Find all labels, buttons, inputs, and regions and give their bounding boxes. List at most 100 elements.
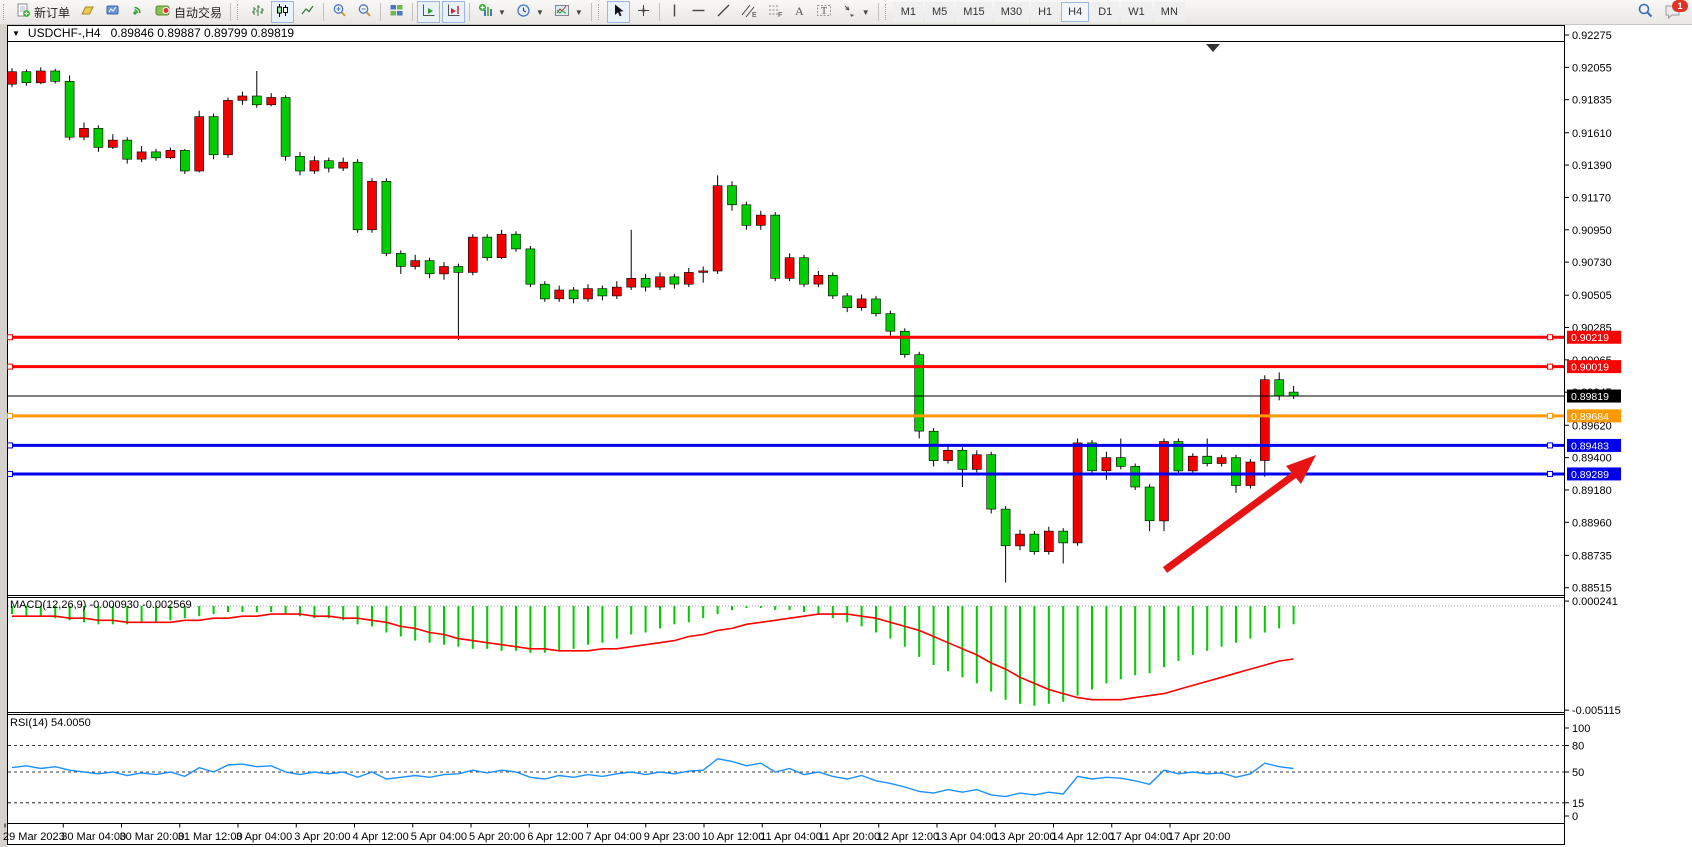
hline-handle[interactable] [7, 470, 13, 477]
timeframe-mn[interactable]: MN [1153, 2, 1185, 22]
toolbar-separator [469, 3, 471, 21]
one-click-trading-arrow[interactable]: ▼ [12, 28, 20, 38]
price-tick-label: 0.90505 [1572, 290, 1612, 302]
time-tick-label: 6 Apr 12:00 [527, 831, 583, 843]
timeframe-w1[interactable]: W1 [1121, 2, 1152, 22]
hline-handle[interactable] [1547, 363, 1553, 370]
candle [295, 156, 305, 172]
new-order-label: 新订单 [34, 5, 71, 20]
candle [741, 204, 752, 226]
macd-label: MACD(12,26,9) -0.000930 -0.002569 [10, 599, 192, 611]
price-badge-label: 0.89289 [1571, 469, 1609, 481]
macd-signal-line[interactable] [12, 613, 1294, 701]
arrows-button[interactable]: ▼ [838, 1, 874, 23]
candle [856, 298, 867, 308]
templates-button[interactable]: ▼ [550, 1, 587, 23]
hline-handle[interactable] [1547, 442, 1553, 449]
timeframe-group: M1 M5 M15 M30 H1 H4 D1 W1 MN [882, 0, 1186, 24]
time-tick-label: 10 Apr 12:00 [702, 831, 764, 843]
candle [1044, 530, 1054, 552]
hline-handle[interactable] [1547, 334, 1553, 341]
auto-scroll-button[interactable] [417, 1, 441, 23]
hline-handle[interactable] [1547, 470, 1553, 477]
hline-handle[interactable] [7, 442, 13, 449]
timeframe-m15[interactable]: M15 [956, 2, 992, 22]
rsi-line[interactable] [11, 758, 1294, 798]
chat-icon[interactable]: 1 [1664, 0, 1688, 20]
rsi-tick-label: 15 [1572, 798, 1584, 810]
chart-shift-button[interactable] [442, 1, 466, 23]
cursor-button[interactable] [606, 1, 630, 23]
cursor-icon [611, 3, 626, 21]
price-badge [1567, 467, 1621, 481]
toolbar-grip[interactable] [597, 4, 602, 20]
toolbar-grip[interactable] [237, 4, 241, 20]
hline-handle[interactable] [7, 334, 13, 341]
candle [1130, 466, 1140, 488]
profiles-button[interactable] [76, 1, 99, 23]
price-badge-label: 0.90019 [1571, 362, 1609, 374]
candle [439, 266, 449, 275]
tile-windows-button[interactable] [385, 1, 408, 23]
trend-arrow-annotation[interactable] [1162, 455, 1316, 573]
time-tick-label: 3 Apr 04:00 [236, 831, 292, 843]
zoom-in-button[interactable] [328, 1, 351, 23]
price-badge-label: 0.90219 [1571, 332, 1609, 344]
time-tick-label: 14 Apr 12:00 [1052, 831, 1114, 843]
candle [7, 71, 17, 85]
timeframe-m5[interactable]: M5 [925, 2, 955, 22]
timeframe-h1[interactable]: H1 [1031, 2, 1060, 22]
text-icon: A [793, 3, 806, 21]
candlestick-chart-button[interactable] [271, 1, 295, 23]
candle [280, 97, 291, 157]
toolbar-separator [658, 3, 660, 21]
time-tick-label: 11 Apr 04:00 [760, 831, 822, 843]
text-label-button[interactable]: T [812, 1, 836, 23]
candle [223, 100, 233, 156]
candle [1116, 457, 1126, 467]
candle [640, 277, 651, 288]
rsi-tick-label: 50 [1572, 767, 1584, 779]
text-button[interactable]: A [789, 1, 810, 23]
time-tick-label: 9 Apr 23:00 [644, 831, 700, 843]
candle [1260, 379, 1270, 461]
bar-chart-button[interactable] [246, 1, 269, 23]
timeframe-h4[interactable]: H4 [1061, 2, 1090, 22]
toolbar-separator [380, 3, 382, 21]
periods-button[interactable]: ▼ [512, 1, 548, 23]
fibonacci-button[interactable]: F [763, 1, 787, 23]
horizontal-line-button[interactable] [687, 1, 710, 23]
channel-button[interactable]: E [737, 1, 761, 23]
crosshair-button[interactable] [632, 1, 655, 23]
symbol-period: USDCHF-,H4 [27, 26, 101, 40]
hline-handle[interactable] [7, 412, 13, 419]
horizontal-line-icon [691, 3, 706, 21]
new-order-button[interactable]: 新订单 [12, 1, 74, 23]
hline-handle[interactable] [7, 363, 13, 370]
zoom-out-button[interactable] [353, 1, 376, 23]
vertical-line-button[interactable] [664, 1, 685, 23]
auto-trading-button[interactable]: 自动交易 [151, 1, 226, 23]
toolbar-grip[interactable] [884, 4, 889, 20]
toolbar-grip[interactable] [3, 4, 7, 20]
signal-button[interactable] [126, 1, 149, 23]
bar-chart-icon [250, 3, 265, 21]
search-icon[interactable] [1637, 2, 1654, 22]
candle [511, 233, 521, 250]
profiles-icon [80, 3, 95, 21]
hline-handle[interactable] [1547, 412, 1553, 419]
candle [971, 454, 982, 470]
chart-shift-marker[interactable] [1206, 44, 1220, 52]
indicators-button[interactable]: ▼ [474, 1, 510, 23]
time-tick-label: 30 Mar 04:00 [61, 831, 126, 843]
window-left-edge [0, 24, 7, 847]
timeframe-m30[interactable]: M30 [993, 2, 1030, 22]
candle [266, 97, 277, 106]
trendline-button[interactable] [712, 1, 735, 23]
timeframe-d1[interactable]: D1 [1091, 2, 1120, 22]
timeframe-m1[interactable]: M1 [893, 2, 923, 22]
candle [237, 95, 248, 101]
line-chart-button[interactable] [296, 1, 319, 23]
editor-button[interactable] [101, 1, 124, 23]
